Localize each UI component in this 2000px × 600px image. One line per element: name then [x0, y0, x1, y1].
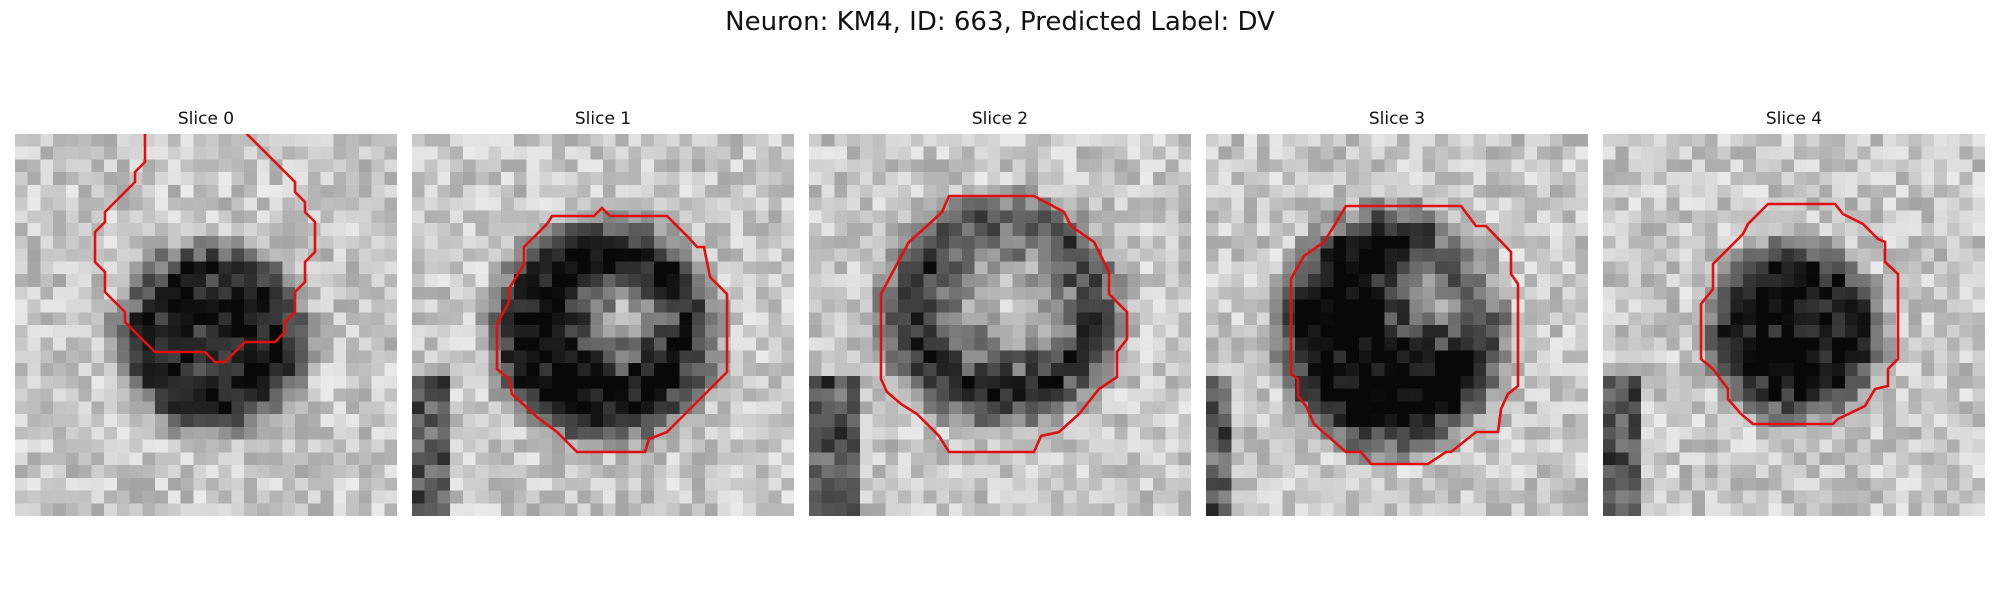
segmentation-contour	[1289, 204, 1520, 466]
slice-title: Slice 0	[177, 109, 235, 129]
microscopy-image	[15, 134, 397, 516]
slice-image	[412, 134, 794, 516]
segmentation-contour	[1699, 202, 1900, 426]
slice-image	[1206, 134, 1588, 516]
segmentation-contour	[495, 206, 729, 454]
segmentation-contour	[879, 194, 1129, 454]
microscopy-image	[1603, 134, 1985, 516]
slice-title: Slice 2	[971, 109, 1029, 129]
slice-title: Slice 1	[574, 109, 632, 129]
slice-title: Slice 3	[1368, 109, 1426, 129]
slice-image	[15, 134, 397, 516]
slice-image	[1603, 134, 1985, 516]
figure-title: Neuron: KM4, ID: 663, Predicted Label: D…	[725, 7, 1275, 37]
slice-image	[809, 134, 1191, 516]
microscopy-image	[1206, 134, 1588, 516]
slice-title: Slice 4	[1765, 109, 1823, 129]
segmentation-contour	[93, 134, 317, 364]
